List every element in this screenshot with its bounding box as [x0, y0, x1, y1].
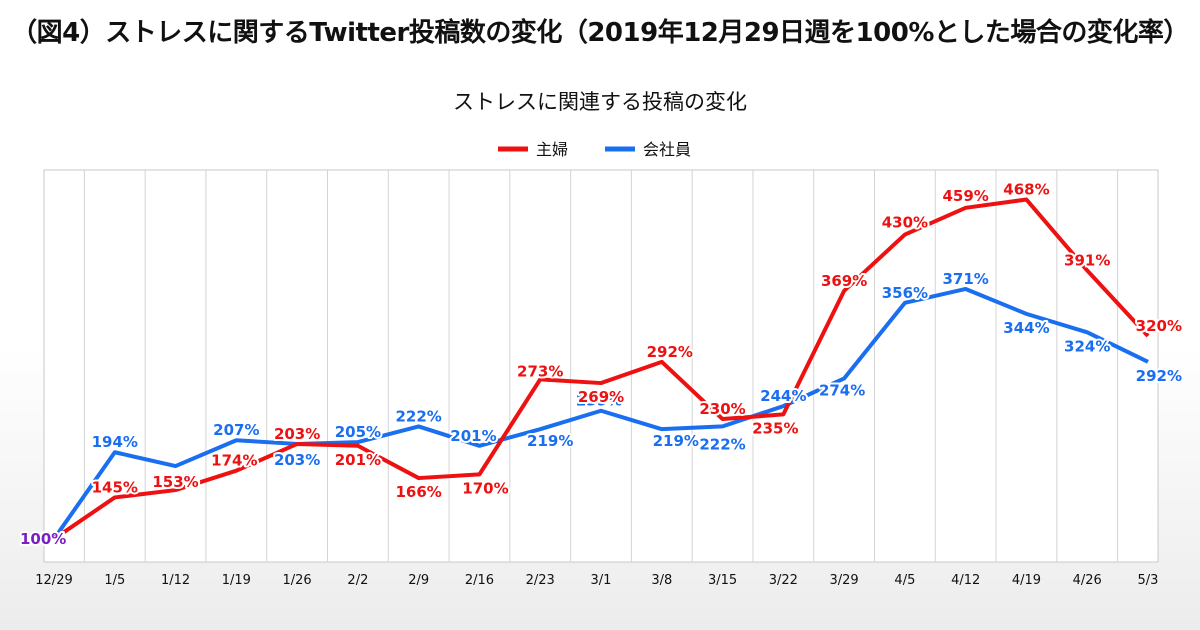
x-tick-label: 3/1 — [591, 573, 612, 588]
data-label-employee: 371% — [942, 270, 988, 288]
x-tick-label: 3/22 — [769, 573, 798, 588]
x-tick-label: 3/29 — [830, 573, 859, 588]
data-label-housewife: 170% — [462, 479, 508, 497]
data-label-employee: 324% — [1064, 337, 1110, 355]
x-tick-label: 1/5 — [104, 573, 125, 588]
data-label-housewife: 369% — [821, 272, 867, 290]
x-axis-ticks: 12/29 1/5 1/12 1/19 1/26 2/2 2/9 2/16 2/23 3/1 3/8… — [35, 573, 1158, 588]
chart-title: ストレスに関連する投稿の変化 — [453, 90, 747, 114]
data-label-housewife: 230% — [699, 400, 745, 418]
page-headline: （図4）ストレスに関するTwitter投稿数の変化（2019年12月29日週を1… — [11, 18, 1189, 48]
x-tick-label: 12/29 — [35, 573, 72, 588]
x-tick-label: 3/8 — [651, 573, 672, 588]
data-label-housewife: 320% — [1136, 317, 1182, 335]
data-label-employee: 201% — [450, 427, 496, 445]
data-label-housewife: 145% — [92, 478, 138, 496]
x-tick-label: 1/12 — [161, 573, 190, 588]
x-tick-label: 2/2 — [347, 573, 368, 588]
x-tick-label: 5/3 — [1138, 573, 1159, 588]
data-label-employee: 219% — [527, 432, 573, 450]
data-label-housewife: 203% — [274, 425, 320, 443]
data-label-employee: 292% — [1136, 367, 1182, 385]
data-label-employee: 203% — [274, 451, 320, 469]
x-tick-label: 1/19 — [222, 573, 251, 588]
chart-legend: 主婦 会社員 — [498, 140, 691, 159]
data-label-employee: 274% — [819, 381, 865, 399]
data-label-employee: 344% — [1003, 319, 1049, 337]
series-line-employee — [52, 286, 1149, 541]
legend-label-housewife: 主婦 — [536, 140, 568, 159]
data-label-housewife: 468% — [1003, 181, 1049, 199]
x-tick-label: 3/15 — [708, 573, 737, 588]
data-label-employee: 222% — [699, 435, 745, 453]
data-label-housewife: 201% — [335, 451, 381, 469]
data-label-housewife: 153% — [152, 473, 198, 491]
data-label-housewife: 235% — [752, 419, 798, 437]
x-tick-label: 4/26 — [1073, 573, 1102, 588]
x-tick-label: 2/16 — [465, 573, 494, 588]
data-label-employee: 356% — [882, 284, 928, 302]
data-label-housewife: 430% — [882, 214, 928, 232]
data-label-housewife: 292% — [647, 343, 693, 361]
x-tick-label: 4/19 — [1012, 573, 1041, 588]
grid-lines — [83, 170, 1119, 562]
data-label-housewife: 166% — [395, 483, 441, 501]
x-tick-label: 2/9 — [408, 573, 429, 588]
data-labels: 100% 194% 179% 207% 203% 205% 222% 201% 219% 239%… — [18, 179, 1184, 550]
series-line-housewife — [52, 197, 1150, 541]
data-label-employee: 207% — [213, 421, 259, 439]
data-label-housewife: 391% — [1064, 252, 1110, 270]
data-label-housewife: 269% — [578, 388, 624, 406]
data-label-employee: 219% — [653, 432, 699, 450]
data-label-employee: 205% — [335, 423, 381, 441]
data-label-employee: 222% — [395, 407, 441, 425]
data-label-employee: 100% — [20, 530, 66, 548]
x-tick-label: 4/12 — [951, 573, 980, 588]
data-label-housewife: 273% — [517, 362, 563, 380]
legend-label-employee: 会社員 — [643, 140, 691, 159]
x-tick-label: 4/5 — [894, 573, 915, 588]
plot-area — [43, 169, 1159, 563]
data-label-employee: 239% — [576, 392, 622, 410]
data-label-employee: 179% — [152, 471, 198, 489]
data-label-employee: 244% — [760, 387, 806, 405]
data-label-housewife: 459% — [942, 187, 988, 205]
series-lines — [52, 197, 1150, 541]
x-tick-label: 1/26 — [283, 573, 312, 588]
data-label-housewife: 174% — [211, 452, 257, 470]
data-label-employee: 194% — [92, 433, 138, 451]
x-tick-label: 2/23 — [526, 573, 555, 588]
